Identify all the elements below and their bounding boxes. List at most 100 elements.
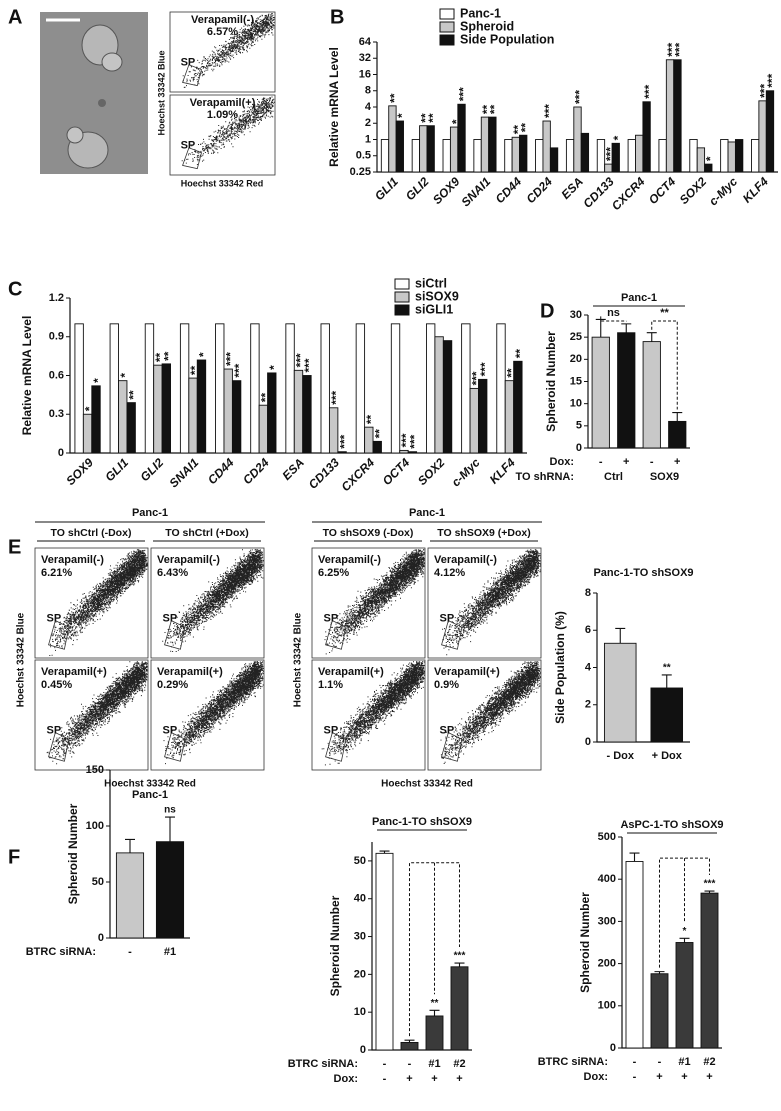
bar xyxy=(700,892,719,1049)
x-row-value: + xyxy=(406,1073,412,1085)
significance: ns xyxy=(164,805,176,816)
x-tick-label: CD44 xyxy=(205,455,237,487)
flow-dots xyxy=(321,661,425,766)
x-row-value: + xyxy=(623,456,629,468)
chart-title: Panc-1-TO shSOX9 xyxy=(372,816,472,828)
bar xyxy=(442,139,451,173)
x-row-value: - xyxy=(128,946,132,958)
error-bar xyxy=(679,937,690,943)
significance: *** xyxy=(642,84,656,98)
condition-header: TO shCtrl (-Dox) xyxy=(51,527,132,539)
flow-dots xyxy=(181,96,275,165)
significance: ** xyxy=(480,104,494,114)
bar xyxy=(188,377,198,454)
bar xyxy=(758,100,767,173)
significance: ** xyxy=(153,352,167,362)
y-tick-label: 0.6 xyxy=(49,369,64,381)
y-tick-label: 64 xyxy=(359,36,372,48)
y-tick-label: 10 xyxy=(354,1006,366,1018)
flow-condition: Verapamil(+) xyxy=(434,666,500,678)
significance: ** xyxy=(388,93,402,103)
x-tick-label: SNAI1 xyxy=(167,455,202,490)
x-row-label: TO shRNA: xyxy=(516,471,574,483)
x-tick-label: OCT4 xyxy=(646,174,679,207)
y-axis-label: Spheroid Number xyxy=(544,331,558,432)
y-tick-label: 40 xyxy=(354,893,366,905)
bar xyxy=(519,134,528,173)
flow-condition: Verapamil(-) xyxy=(41,554,104,566)
significance: ** xyxy=(426,113,440,123)
flow-condition: Verapamil(-) xyxy=(434,554,497,566)
panel-label: F xyxy=(8,846,20,868)
bar xyxy=(91,385,101,454)
y-tick-label: 25 xyxy=(570,331,582,343)
bar xyxy=(627,139,636,173)
flow-condition: Verapamil(+) xyxy=(190,97,256,109)
significance: ** xyxy=(488,104,502,114)
bar xyxy=(751,139,760,173)
y-tick-label: 8 xyxy=(585,587,591,599)
bracket xyxy=(409,862,460,1037)
significance: ** xyxy=(126,390,140,400)
y-tick-label: 150 xyxy=(86,764,104,776)
sp-label: SP xyxy=(47,725,62,737)
significance: *** xyxy=(302,358,316,372)
significance: ** xyxy=(161,351,175,361)
bar xyxy=(734,139,744,173)
x-tick-label: CD24 xyxy=(523,174,555,206)
y-tick-label: 0 xyxy=(585,736,591,748)
flow-condition: Verapamil(+) xyxy=(157,666,223,678)
y-tick-label: 15 xyxy=(570,375,582,387)
axis-label: Hoechst 33342 Red xyxy=(381,779,473,790)
bar xyxy=(611,142,620,173)
bar xyxy=(765,90,775,173)
flow-condition: Verapamil(-) xyxy=(318,554,381,566)
significance: ** xyxy=(663,663,671,674)
x-row-value: #1 xyxy=(678,1056,690,1068)
x-tick-label: KLF4 xyxy=(487,455,518,486)
bar xyxy=(196,359,207,454)
bar xyxy=(372,440,382,454)
bracket xyxy=(600,316,627,322)
significance: ** xyxy=(513,349,527,359)
error-bar xyxy=(654,971,665,974)
x-row-value: - xyxy=(633,1071,637,1083)
flow-dots xyxy=(163,661,264,765)
legend-label: siSOX9 xyxy=(415,289,459,303)
x-row-label: BTRC siRNA: xyxy=(288,1058,358,1070)
significance: *** xyxy=(223,352,237,366)
flow-dots xyxy=(324,549,425,655)
bar xyxy=(617,332,636,449)
y-tick-label: 16 xyxy=(359,68,371,80)
bar xyxy=(390,323,401,454)
bar xyxy=(549,147,559,173)
flow-percent: 4.12% xyxy=(434,567,465,579)
bar xyxy=(668,420,687,449)
x-tick-label: GLI1 xyxy=(372,174,401,203)
significance: ** xyxy=(418,113,432,123)
bar xyxy=(442,340,453,454)
bar xyxy=(457,103,466,173)
bar xyxy=(504,139,513,173)
y-tick-label: 500 xyxy=(598,831,616,843)
bar xyxy=(496,323,506,454)
flow-percent: 6.43% xyxy=(157,567,188,579)
bar xyxy=(425,1015,444,1051)
bar xyxy=(603,642,637,743)
sp-gate xyxy=(182,64,202,87)
x-row-label: Dox: xyxy=(334,1073,358,1085)
significance: * xyxy=(118,373,132,378)
flow-percent: 0.29% xyxy=(157,679,188,691)
x-tick-label: GLI1 xyxy=(102,455,131,484)
significance: *** xyxy=(765,73,779,87)
sp-label: SP xyxy=(324,613,339,625)
bar xyxy=(511,136,520,173)
flow-percent: 6.25% xyxy=(318,567,349,579)
x-tick-label: CXCR4 xyxy=(609,174,648,213)
flow-dots xyxy=(440,661,541,764)
annotation: ns xyxy=(607,307,620,319)
x-row-value: + xyxy=(431,1073,437,1085)
condition-header: TO shSOX9 (-Dox) xyxy=(323,527,414,539)
bar xyxy=(504,380,515,454)
